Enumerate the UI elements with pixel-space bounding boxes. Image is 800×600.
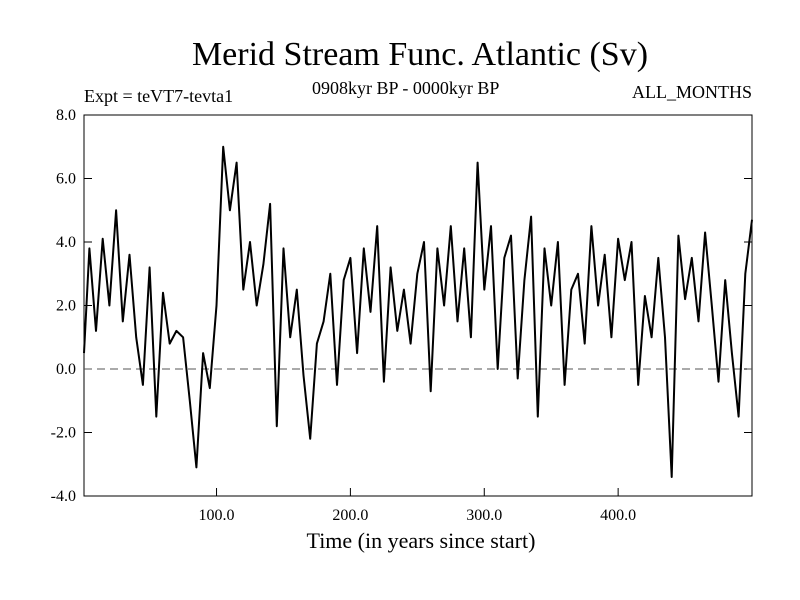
period-label: 0908kyr BP - 0000kyr BP (312, 78, 500, 98)
y-tick-label: 2.0 (56, 298, 76, 315)
x-tick-label: 400.0 (600, 507, 636, 524)
y-tick-label: -4.0 (51, 488, 76, 505)
x-tick-label: 300.0 (466, 507, 502, 524)
x-axis-label: Time (in years since start) (307, 528, 536, 553)
y-tick-label: 0.0 (56, 361, 76, 378)
y-tick-label: 6.0 (56, 171, 76, 188)
x-tick-label: 200.0 (332, 507, 368, 524)
chart-title: Merid Stream Func. Atlantic (Sv) (191, 36, 649, 73)
y-tick-label: 8.0 (56, 107, 76, 124)
x-axis: 100.0 200.0 300.0 400.0 (199, 488, 636, 524)
y-tick-label: -2.0 (51, 425, 76, 442)
months-label: ALL_MONTHS (632, 82, 752, 102)
y-tick-label: 4.0 (56, 234, 76, 251)
series-line (83, 145, 753, 478)
y-axis: -4.0 -2.0 0.0 2.0 4.0 6.0 8.0 (51, 107, 752, 505)
experiment-label: Expt = teVT7-tevta1 (84, 86, 234, 106)
plot-frame (83, 114, 753, 497)
x-tick-label: 100.0 (199, 507, 235, 524)
